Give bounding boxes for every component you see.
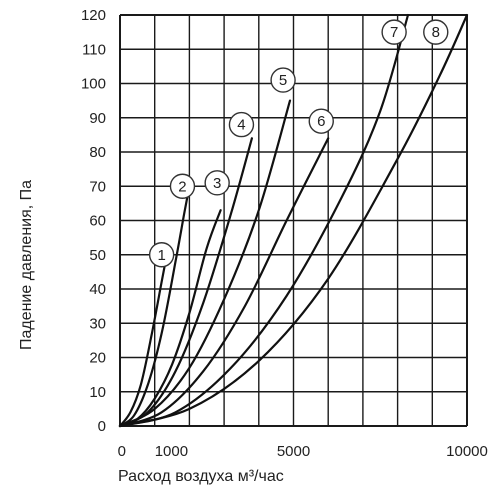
curve-labels: 1 2 3 4 5 6 7 8 [148, 19, 449, 268]
curve-8 [118, 13, 469, 428]
curve-label-text: 2 [178, 178, 186, 195]
curve-label-5: 5 [270, 67, 296, 93]
y-tick-label: 90 [89, 110, 106, 127]
curve-5 [118, 99, 292, 428]
curve-label-circle [148, 242, 175, 268]
y-tick-label: 110 [82, 41, 106, 58]
y-axis-title: Падение давления, Па [18, 180, 35, 350]
y-tick-label: 0 [98, 418, 106, 435]
curve-label-8: 8 [423, 19, 449, 45]
curve-1 [118, 253, 168, 428]
curve-7 [118, 13, 410, 428]
y-tick-label: 80 [89, 144, 106, 161]
x-axis-title: Расход воздуха м³/час [118, 468, 284, 485]
tick-labels: 0 10 20 30 40 50 60 70 80 90 100 110 120 0 1000 5000 100… [81, 7, 488, 460]
curve-label-7: 7 [381, 19, 407, 45]
curve-label-text: 5 [279, 72, 287, 89]
curve-label-text: 4 [237, 117, 245, 134]
x-tick-label: 10000 [446, 443, 488, 460]
curve-label-circle [228, 111, 255, 138]
curve-label-1: 1 [148, 242, 175, 268]
y-tick-label: 20 [89, 350, 106, 367]
curve-label-6: 6 [308, 108, 334, 134]
y-tick-label: 50 [89, 247, 106, 264]
y-tick-label: 100 [81, 76, 106, 93]
y-tick-label: 120 [81, 7, 106, 24]
curve-label-3: 3 [204, 170, 230, 196]
curve-4 [118, 137, 253, 428]
curve-label-circle [169, 173, 196, 199]
curve-2 [118, 185, 191, 428]
x-tick-label: 1000 [155, 443, 188, 460]
curve-label-circle [204, 170, 230, 196]
y-tick-label: 40 [89, 281, 106, 298]
curve-6 [118, 137, 330, 428]
curve-label-2: 2 [169, 173, 196, 199]
curve-label-text: 3 [213, 175, 221, 192]
x-tick-label: 0 [118, 443, 126, 460]
curve-label-circle [308, 108, 334, 134]
curve-label-text: 8 [432, 24, 440, 41]
curve-label-text: 7 [390, 24, 398, 41]
curve-label-circle [270, 67, 296, 93]
curve-label-circle [381, 19, 407, 45]
y-tick-label: 30 [89, 315, 106, 332]
y-tick-label: 60 [89, 213, 106, 230]
curve-label-text: 6 [317, 113, 325, 130]
y-tick-label: 70 [89, 178, 106, 195]
curve-label-text: 1 [157, 247, 165, 264]
curve-label-circle [423, 19, 449, 45]
curve-label-4: 4 [228, 111, 255, 138]
y-tick-label: 10 [89, 384, 106, 401]
curves [118, 13, 469, 428]
x-tick-label: 5000 [277, 443, 310, 460]
